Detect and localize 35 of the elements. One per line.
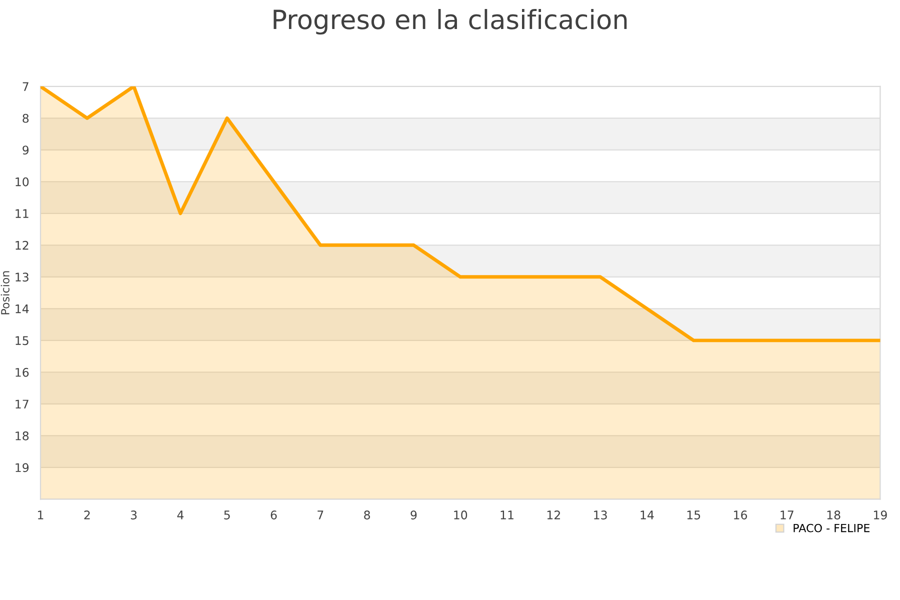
x-tick-label: 4 [177, 510, 184, 520]
x-tick-label: 8 [364, 510, 370, 520]
x-tick-label: 3 [130, 510, 137, 520]
y-tick-label: 7 [22, 82, 28, 91]
y-tick-label: 11 [16, 209, 28, 218]
x-tick-label: 17 [780, 510, 794, 520]
x-tick-label: 10 [454, 510, 468, 520]
x-tick-label: 9 [410, 510, 417, 520]
y-tick-label: 8 [22, 114, 29, 123]
x-tick-label: 5 [224, 510, 230, 520]
x-tick-label: 11 [500, 510, 514, 520]
x-tick-label: 13 [594, 510, 607, 520]
y-tick-label: 15 [16, 336, 28, 346]
chart-title: Progreso en la clasificacion [274, 9, 627, 35]
x-tick-label: 2 [84, 510, 90, 520]
y-tick-label: 9 [22, 146, 29, 155]
y-tick-label: 14 [16, 304, 29, 314]
y-axis-title: Posicion [0, 271, 10, 314]
x-tick-label: 19 [874, 510, 887, 520]
x-tick-label: 15 [687, 510, 700, 520]
x-tick-label: 14 [640, 510, 654, 520]
y-tick-label: 12 [16, 240, 28, 250]
x-tick-label: 18 [827, 510, 840, 520]
x-tick-label: 6 [270, 510, 277, 520]
y-tick-label: 10 [16, 177, 29, 186]
y-tick-label: 13 [16, 272, 28, 282]
y-tick-label: 16 [16, 368, 29, 377]
x-tick-label: 1 [38, 510, 44, 520]
x-tick-label: 16 [734, 510, 748, 520]
legend-label: PACO - FELIPE [794, 524, 870, 532]
x-tick-label: 7 [318, 510, 324, 520]
y-tick-label: 17 [16, 400, 28, 408]
x-tick-label: 12 [547, 510, 560, 520]
y-tick-label: 18 [16, 431, 29, 440]
y-tick-label: 19 [16, 463, 29, 472]
